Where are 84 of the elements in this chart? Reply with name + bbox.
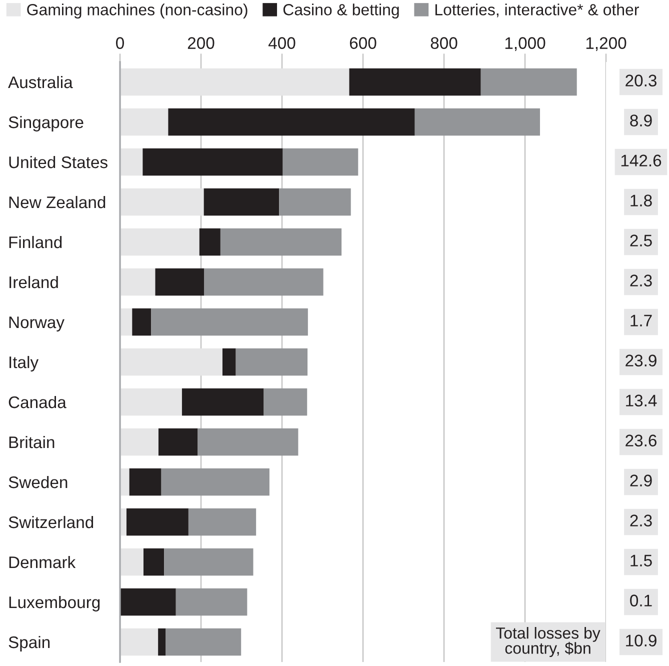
bar xyxy=(120,548,144,576)
text: 1.8 xyxy=(630,194,652,206)
x-tick-label: 1,000 xyxy=(505,37,546,51)
bar xyxy=(236,348,308,376)
bar xyxy=(126,508,188,536)
text: 10.9 xyxy=(626,634,656,646)
bar xyxy=(220,228,342,256)
x-tick-label: 1,200 xyxy=(586,37,626,51)
bar xyxy=(164,548,254,576)
bar xyxy=(279,188,351,216)
bar xyxy=(264,388,308,416)
bar xyxy=(199,228,220,256)
text: 2.3 xyxy=(630,514,652,526)
bar xyxy=(120,68,350,96)
bar xyxy=(480,68,577,96)
x-tick-label: 600 xyxy=(350,37,376,49)
bar xyxy=(158,428,198,456)
bar xyxy=(120,268,156,296)
legend-label: Gaming machines (non-casino) xyxy=(27,4,248,19)
bar xyxy=(132,308,152,336)
bar xyxy=(120,348,222,376)
y-tick-label: Australia xyxy=(8,76,73,88)
bar xyxy=(120,308,132,336)
y-tick-label: United States xyxy=(9,156,108,168)
bar xyxy=(204,188,280,216)
y-tick-label: Spain xyxy=(8,636,50,652)
text: 23.6 xyxy=(626,434,656,446)
bar xyxy=(142,148,283,176)
bar xyxy=(129,468,162,496)
bar xyxy=(349,68,481,96)
legend-label: Casino & betting xyxy=(283,4,399,19)
y-tick-label: Denmark xyxy=(9,556,76,568)
x-tick-label: 200 xyxy=(188,37,214,49)
y-tick-label: Switzerland xyxy=(8,516,94,528)
text: 2.9 xyxy=(630,474,652,486)
bar xyxy=(120,188,204,216)
bar xyxy=(158,628,166,656)
y-tick-label: Norway xyxy=(9,316,64,332)
text: 2.5 xyxy=(630,234,652,246)
bar xyxy=(204,268,324,296)
x-tick-label: 800 xyxy=(430,37,458,49)
bar xyxy=(120,588,176,616)
y-tick-label: Britain xyxy=(9,436,54,448)
y-tick-label: Luxembourg xyxy=(9,596,100,612)
text: 23.9 xyxy=(626,354,656,366)
bar xyxy=(168,108,415,136)
y-tick-label: Canada xyxy=(8,396,66,408)
y-tick-label: Italy xyxy=(10,356,39,372)
bar xyxy=(120,468,130,496)
bar xyxy=(161,468,270,496)
bar xyxy=(120,108,168,136)
bar xyxy=(120,148,143,176)
text: 0.1 xyxy=(630,594,652,606)
text: 142.6 xyxy=(621,154,662,166)
bar xyxy=(120,428,158,456)
bar xyxy=(120,388,182,416)
text: 2.3 xyxy=(630,274,652,286)
legend-label: Lotteries, interactive* & other xyxy=(435,4,639,18)
text: 20.3 xyxy=(626,74,656,86)
bar xyxy=(182,388,264,416)
text: 8.9 xyxy=(630,114,652,126)
bar xyxy=(222,348,236,376)
bar xyxy=(143,548,164,576)
annotation: Total losses by country, $bn xyxy=(496,626,600,658)
y-tick-label: Singapore xyxy=(8,116,84,132)
bar xyxy=(198,428,298,456)
bar xyxy=(166,628,242,656)
text: 1.7 xyxy=(630,314,652,326)
bar xyxy=(151,308,308,336)
bar xyxy=(120,228,200,256)
text: 13.4 xyxy=(626,394,657,406)
x-tick-label: 0 xyxy=(116,37,124,49)
bar xyxy=(120,628,158,656)
y-tick-label: Ireland xyxy=(10,276,58,288)
bar xyxy=(188,508,256,536)
y-tick-label: Finland xyxy=(9,236,62,248)
bar xyxy=(176,588,248,616)
bar xyxy=(155,268,204,296)
x-tick-label: 400 xyxy=(268,37,296,49)
text: 1.5 xyxy=(630,554,652,566)
bar xyxy=(282,148,358,176)
bar xyxy=(414,108,540,136)
y-tick-label: Sweden xyxy=(8,476,68,488)
y-tick-label: New Zealand xyxy=(9,196,106,208)
